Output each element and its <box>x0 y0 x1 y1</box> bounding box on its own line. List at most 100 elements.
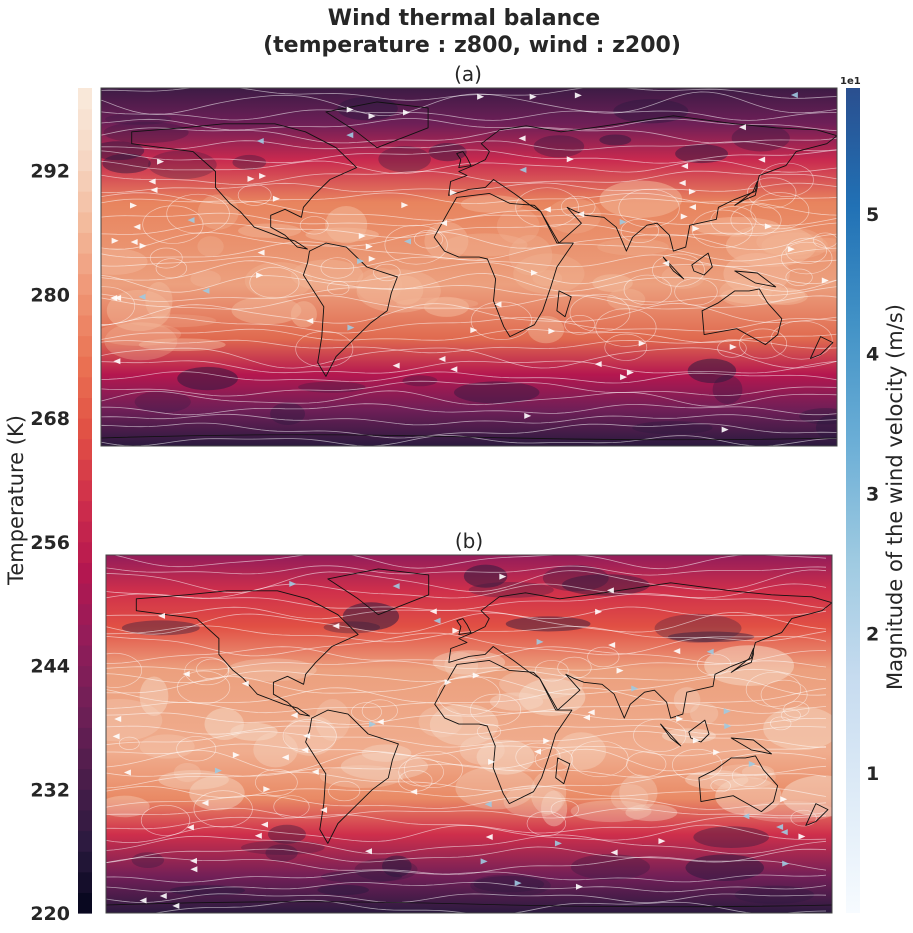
wind-arrow <box>189 857 197 864</box>
wind-arrow <box>346 132 354 139</box>
wind-eddy <box>534 747 574 772</box>
temperature-patch <box>570 800 652 823</box>
wind-arrow <box>139 897 147 904</box>
wind-eddy <box>469 693 522 726</box>
temperature-patch <box>429 703 499 746</box>
wind-streamline <box>106 846 827 864</box>
wind-eddy <box>384 224 448 265</box>
temperature-patch <box>693 826 770 849</box>
wind-arrow <box>575 883 583 890</box>
wind-arrow <box>485 833 493 840</box>
wind-eddy <box>813 232 837 249</box>
wind-streamline <box>106 676 827 696</box>
wind-streamline <box>106 565 827 576</box>
temperature-patch <box>388 275 424 305</box>
wind-eddy <box>320 257 355 279</box>
temperature-colorbar-band <box>78 521 92 543</box>
wind-arrow <box>201 800 209 807</box>
wind-arrow <box>247 175 255 182</box>
temperature-patch <box>105 113 172 125</box>
temperature-patch <box>463 564 508 588</box>
temperature-patch <box>715 777 782 816</box>
wind-arrow <box>449 189 457 196</box>
temperature-patch <box>305 227 379 242</box>
panel-a-frame <box>100 87 838 447</box>
wind-tick-label: 5 <box>866 204 879 226</box>
wind-arrow <box>301 747 309 754</box>
wind-arrow <box>272 195 280 202</box>
temperature-patch <box>402 375 438 387</box>
wind-arrow <box>536 638 544 645</box>
temperature-patch <box>190 270 221 288</box>
temperature-patch <box>556 732 607 770</box>
wind-streamline <box>106 824 827 844</box>
temperature-patch <box>298 381 366 393</box>
wind-colorbar-offset: 1e1 <box>840 76 861 87</box>
wind-eddy <box>140 804 191 836</box>
coastline <box>135 590 359 717</box>
wind-arrow <box>616 667 624 674</box>
wind-arrow <box>680 213 688 220</box>
wind-arrow <box>480 858 488 865</box>
panel-a-arrows <box>110 92 829 433</box>
temperature-patch <box>103 121 189 144</box>
wind-streamline <box>106 606 827 620</box>
wind-streamline <box>101 118 837 132</box>
coastline <box>456 151 472 169</box>
wind-streamline <box>106 611 827 635</box>
wind-arrow <box>376 718 384 725</box>
wind-eddy <box>515 742 561 772</box>
wind-arrow <box>692 737 700 744</box>
wind-eddy <box>142 205 204 244</box>
wind-arrow <box>724 723 732 730</box>
wind-eddy <box>166 193 230 234</box>
wind-eddy <box>249 266 300 299</box>
wind-streamline <box>106 814 827 834</box>
wind-arrow <box>303 732 311 739</box>
wind-streamline <box>106 834 827 855</box>
wind-streamline <box>106 687 827 704</box>
temperature-patch <box>763 706 832 751</box>
wind-streamline <box>101 88 837 101</box>
wind-arrow <box>787 246 795 253</box>
wind-colorbar-gradient <box>846 88 860 913</box>
wind-streamline <box>101 328 837 343</box>
temperature-patch <box>781 775 832 817</box>
temperature-colorbar-band <box>78 603 92 625</box>
temperature-patch <box>454 381 540 404</box>
temperature-colorbar-band <box>78 748 92 770</box>
wind-arrow <box>123 769 131 776</box>
wind-streamline <box>101 273 837 293</box>
wind-eddy <box>710 779 731 793</box>
wind-arrow <box>543 206 551 213</box>
temperature-colorbar-band <box>78 541 92 563</box>
temperature-patch <box>704 645 795 686</box>
wind-eddy <box>526 811 567 836</box>
wind-arrow <box>254 832 262 839</box>
wind-arrow <box>681 163 689 170</box>
wind-arrow <box>566 156 574 163</box>
wind-arrow <box>472 672 480 679</box>
panel-b-warm-blobs <box>106 564 832 904</box>
wind-eddy <box>106 652 143 688</box>
wind-eddy <box>373 263 401 282</box>
wind-arrow <box>748 760 756 767</box>
temperature-colorbar-band <box>78 871 92 893</box>
temperature-patch <box>428 142 467 162</box>
wind-streamline <box>106 555 827 570</box>
wind-streamline <box>101 231 837 251</box>
wind-arrow <box>364 848 372 855</box>
wind-colorbar-label: Magnitude of the wind velocity (m/s) <box>883 304 907 690</box>
wind-arrow <box>619 219 627 226</box>
temperature-colorbar-band <box>78 438 92 460</box>
wind-arrow <box>368 255 376 262</box>
coastline <box>433 192 574 338</box>
wind-eddy <box>569 293 631 333</box>
temperature-colorbar-ticks: 220 232 244 256 268 280 292 <box>30 161 70 926</box>
coastline <box>555 757 571 785</box>
wind-streamline <box>101 380 837 397</box>
temperature-colorbar-band <box>78 397 92 419</box>
wind-eddy <box>652 253 705 287</box>
temperature-patch <box>134 390 191 413</box>
wind-arrow <box>158 612 166 619</box>
